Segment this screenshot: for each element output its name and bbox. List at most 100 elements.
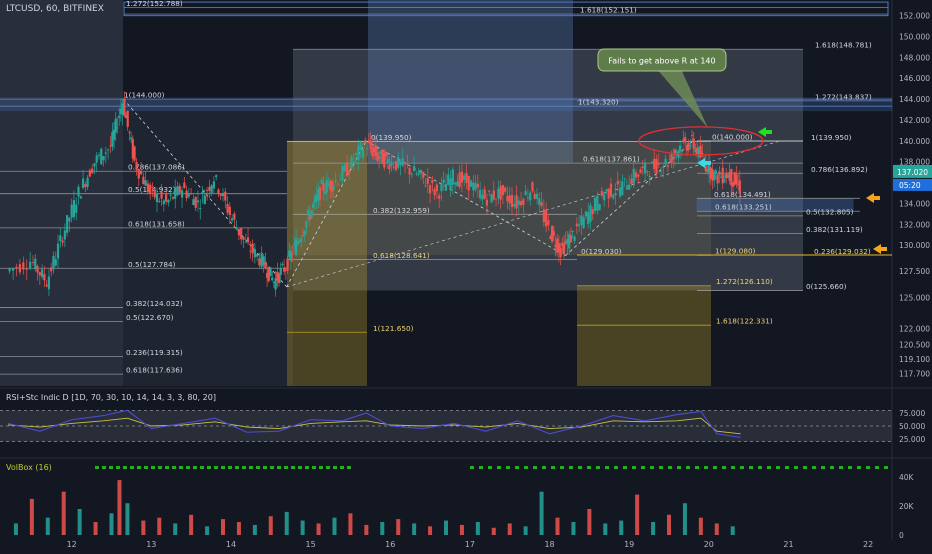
candle-body [84,184,87,188]
candle-body [336,183,340,185]
candle-body [38,272,41,276]
candle-body [426,177,429,185]
price-axis-tick: 117.700 [899,369,930,378]
volbox-dot [731,466,735,469]
candle-body [637,174,640,177]
candle-body [91,168,94,174]
price-axis-tick: 148.000 [899,53,930,62]
candle-body [306,210,310,216]
trend-line-down-b [366,140,566,256]
candle-body [194,196,197,208]
candle-body [381,150,384,165]
fib-level-label: 0(129.030) [581,247,622,256]
candle-body [401,158,404,166]
time-axis-tick: 20 [704,540,714,549]
annotation-pointer [655,67,708,128]
candle-body [684,137,687,143]
candle-body [410,173,413,175]
candle-body [413,166,416,172]
candle-body [345,163,349,177]
candle-body [81,178,85,188]
candle-body [621,181,624,195]
candle-body [431,180,434,184]
volume-bar [475,522,480,535]
volbox-dot [488,466,492,469]
volume-axis-tick: 20K [899,502,915,511]
candle-body [694,149,697,153]
candle-body [616,181,619,185]
volbox-dot [785,466,789,469]
countdown-badge [893,178,932,191]
fib-level-label: 0.5(132.805) [806,207,854,216]
candle-body [623,177,626,179]
candle-body [562,243,566,254]
candle-body [45,284,48,287]
candle-body [664,158,667,165]
price-axis-tick: 144.000 [899,95,930,104]
candle-body [378,156,381,159]
volbox-dot [812,466,816,469]
price-axis-tick: 127.500 [899,267,930,276]
candle-body [312,203,315,208]
candle-body [180,190,184,198]
candle-body [655,158,658,174]
candle-body [573,236,576,242]
candle-body [625,187,629,190]
candle-body [77,186,80,197]
candle-body [137,169,140,179]
candle-body [618,188,622,197]
candle-body [295,238,298,256]
candle-body [284,270,287,271]
candle-body [114,118,117,133]
candle-body [29,261,32,269]
volbox-dot [497,466,501,469]
volume-bar [189,514,194,535]
volume-bar [316,523,321,535]
candle-body [422,171,425,178]
candle-body [607,188,610,199]
candle-body [668,158,671,160]
volbox-dot [186,466,190,469]
candle-body [737,183,740,185]
volbox-dot [340,466,344,469]
candle-body [692,138,695,149]
volbox-dot [298,466,302,469]
volume-bar [348,513,353,535]
candles [8,91,741,297]
trend-line-up-b [565,140,694,256]
candle-body [348,170,351,174]
candle-body [522,199,525,205]
candle-body [569,235,572,243]
fib-level-label: 0.786(136.892) [811,165,868,174]
candle-body [406,163,409,165]
volbox-dot [776,466,780,469]
candle-body [324,191,327,194]
candle-body [277,273,281,284]
candle-body [490,194,493,203]
candle-body [112,129,116,140]
fib-level-label: 1(144.000) [124,91,165,100]
candle-body [549,236,552,240]
time-axis-tick: 22 [863,540,873,549]
candle-body [47,276,51,290]
volbox-dot [596,466,600,469]
candle-body [460,171,464,183]
volbox-dot [305,466,309,469]
candle-body [371,147,374,156]
candle-body [75,204,78,213]
candle-body [217,189,220,194]
candle-body [210,185,213,193]
candle-body [603,194,606,201]
candle-body [178,185,181,193]
candle-body [68,217,71,222]
resistance-ellipse [638,126,764,156]
candle-body [226,204,229,213]
volume-bar [13,523,18,535]
candle-body [142,176,145,185]
candle-body [384,151,388,156]
fib-level-label: 1.272(126.110) [716,277,773,286]
candle-body [634,172,638,178]
candle-body [718,171,721,175]
